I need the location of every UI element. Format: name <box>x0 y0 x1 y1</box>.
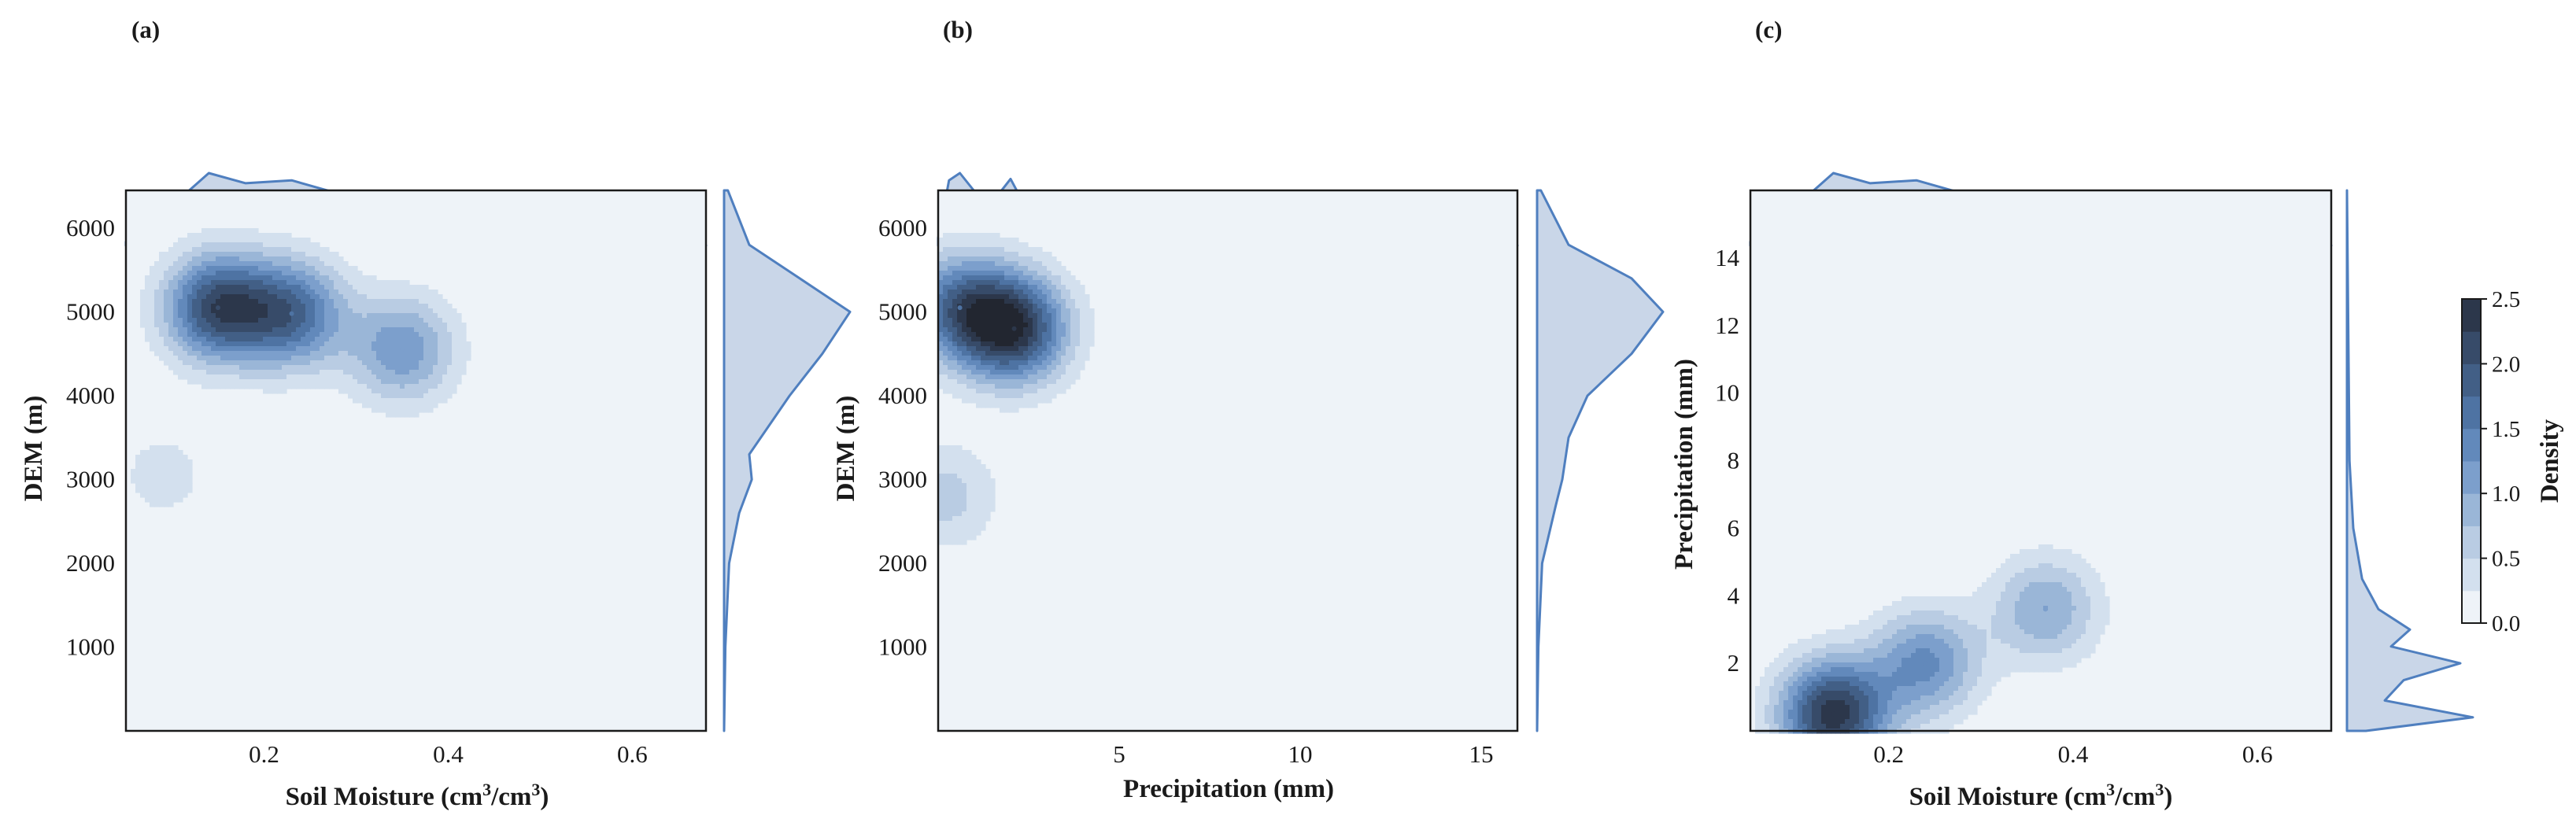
y-axis-ticks: 1000 2000 3000 4000 5000 6000 <box>66 214 115 661</box>
colorbar: 0.0 0.5 1.0 1.5 2.0 2.5 Density <box>2461 287 2564 636</box>
density-peak-2 <box>1011 326 1017 331</box>
y-tick-label: 5000 <box>878 297 927 325</box>
colorbar-tick-label: 0.5 <box>2492 547 2520 572</box>
y-tick-label: 6000 <box>66 214 115 242</box>
colorbar-band <box>2462 299 2481 332</box>
panel-b: (b) 5 10 15 1000 2000 3000 4000 5000 6000 Preci… <box>832 16 1665 803</box>
y-tick-label: 1000 <box>66 633 115 660</box>
panel-label: (a) <box>131 16 160 43</box>
colorbar-band <box>2462 590 2481 624</box>
y-tick-label: 2 <box>1728 649 1740 677</box>
colorbar-band <box>2462 526 2481 559</box>
density-peak-3 <box>399 347 405 352</box>
density-peak-2 <box>1923 661 1928 666</box>
x-tick-label: 0.4 <box>2058 740 2089 768</box>
plot-frame <box>937 189 1519 732</box>
colorbar-tick-label: 1.0 <box>2492 481 2520 507</box>
x-tick-label: 5 <box>1113 740 1125 768</box>
y-tick-label: 3000 <box>66 465 115 492</box>
plot-frame <box>124 189 708 732</box>
y-tick-label: 2000 <box>878 549 927 577</box>
right-marginal-density <box>2345 189 2474 732</box>
colorbar-band <box>2462 493 2481 526</box>
y-tick-label: 4000 <box>878 382 927 409</box>
y-axis-label: DEM (m) <box>832 396 860 502</box>
y-tick-label: 10 <box>1715 379 1739 407</box>
y-axis-label: Precipitation (mm) <box>1670 359 1698 570</box>
kde-contours <box>131 228 471 507</box>
y-tick-label: 3000 <box>878 465 927 492</box>
y-tick-label: 4000 <box>66 382 115 409</box>
density-peak-1 <box>957 305 963 311</box>
x-tick-label: 15 <box>1469 740 1494 768</box>
x-axis-ticks: 5 10 15 <box>1113 740 1493 768</box>
x-axis-ticks: 0.2 0.4 0.6 <box>1873 740 2272 768</box>
y-tick-label: 8 <box>1728 447 1740 474</box>
y-tick-label: 6000 <box>878 214 927 242</box>
x-axis-label: Soil Moisture (cm3/cm3) <box>286 780 549 812</box>
x-tick-label: 0.6 <box>617 740 648 768</box>
y-axis-label: DEM (m) <box>20 396 48 502</box>
colorbar-tick-label: 0.0 <box>2492 611 2520 636</box>
x-tick-label: 0.6 <box>2242 740 2273 768</box>
x-axis-label: Precipitation (mm) <box>1123 775 1334 803</box>
y-tick-label: 1000 <box>878 633 927 660</box>
plot-frame <box>1749 189 2333 732</box>
y-tick-label: 2000 <box>66 549 115 577</box>
colorbar-band <box>2462 396 2481 430</box>
y-tick-label: 6 <box>1728 514 1740 541</box>
y-axis-ticks: 1000 2000 3000 4000 5000 6000 <box>878 214 927 661</box>
density-peak-3 <box>2042 607 2048 612</box>
colorbar-label: Density <box>2536 419 2564 503</box>
density-peak-4 <box>160 473 165 478</box>
x-tick-label: 0.2 <box>1873 740 1904 768</box>
colorbar-band <box>2462 363 2481 397</box>
x-tick-label: 0.4 <box>433 740 464 768</box>
panel-label: (c) <box>1755 16 1782 43</box>
colorbar-frame <box>2461 298 2482 624</box>
x-tick-label: 0.2 <box>249 740 279 768</box>
density-peak-2 <box>289 311 294 316</box>
colorbar-band <box>2462 461 2481 494</box>
colorbar-ticks: 0.0 0.5 1.0 1.5 2.0 2.5 <box>2481 287 2520 636</box>
density-peak-1 <box>1831 711 1836 717</box>
colorbar-bands <box>2462 299 2481 624</box>
colorbar-band <box>2462 428 2481 462</box>
right-marginal-density <box>1536 189 1665 732</box>
x-tick-label: 10 <box>1288 740 1313 768</box>
panel-c: (c) 0.2 0.4 0.6 2 4 6 8 10 12 14 Soil Moisture (… <box>1670 16 2474 812</box>
y-tick-label: 5000 <box>66 297 115 325</box>
y-tick-label: 14 <box>1715 244 1740 271</box>
y-tick-label: 12 <box>1715 312 1739 339</box>
y-axis-ticks: 2 4 6 8 10 12 14 <box>1715 244 1740 677</box>
colorbar-tick-label: 2.0 <box>2492 352 2520 377</box>
right-marginal-density <box>723 189 852 732</box>
colorbar-band <box>2462 331 2481 364</box>
x-axis-label: Soil Moisture (cm3/cm3) <box>1909 780 2173 812</box>
kde-contours <box>1755 544 2110 734</box>
density-peak-1 <box>215 305 220 311</box>
y-tick-label: 4 <box>1728 581 1740 609</box>
colorbar-tick-label: 1.5 <box>2492 417 2520 442</box>
x-axis-ticks: 0.2 0.4 0.6 <box>249 740 648 768</box>
panel-a: (a) 0.2 0.4 0.6 1000 2000 3000 4000 5000 6000 S… <box>20 16 852 812</box>
panel-label: (b) <box>943 16 973 43</box>
kde-contours <box>938 233 1095 545</box>
colorbar-band <box>2462 558 2481 592</box>
colorbar-tick-label: 2.5 <box>2492 287 2520 312</box>
density-peak-3 <box>943 493 948 499</box>
